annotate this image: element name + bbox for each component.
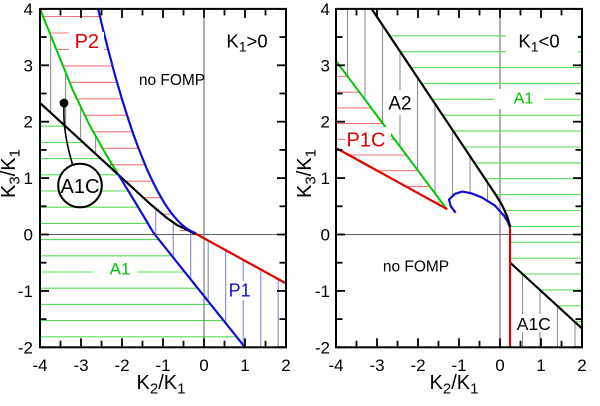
svg-text:2: 2 (577, 356, 586, 375)
svg-text:-2: -2 (114, 356, 129, 375)
svg-text:A1C: A1C (517, 314, 551, 334)
svg-text:-1: -1 (451, 356, 466, 375)
svg-text:-4: -4 (328, 356, 343, 375)
svg-text:A1: A1 (110, 260, 131, 279)
svg-text:0: 0 (24, 226, 33, 245)
svg-text:A1C: A1C (61, 176, 100, 198)
svg-text:-1: -1 (315, 282, 330, 301)
svg-text:3: 3 (24, 56, 33, 75)
svg-text:1: 1 (536, 356, 545, 375)
svg-text:4: 4 (24, 0, 33, 19)
svg-text:-4: -4 (32, 356, 47, 375)
svg-text:A2: A2 (388, 94, 411, 115)
svg-text:-2: -2 (410, 356, 425, 375)
svg-text:K3/K1: K3/K1 (0, 149, 24, 198)
svg-text:P1C: P1C (347, 130, 386, 152)
svg-text:K1<0: K1<0 (518, 31, 559, 55)
svg-text:1: 1 (321, 169, 330, 188)
svg-text:P1: P1 (229, 281, 251, 301)
svg-text:K1>0: K1>0 (226, 31, 267, 55)
svg-text:-3: -3 (73, 356, 88, 375)
svg-text:-2: -2 (18, 338, 33, 357)
svg-text:-2: -2 (315, 338, 330, 357)
svg-text:1: 1 (240, 356, 249, 375)
svg-text:2: 2 (281, 356, 290, 375)
svg-text:no FOMP: no FOMP (383, 259, 449, 276)
svg-text:4: 4 (321, 0, 330, 19)
svg-text:1: 1 (24, 169, 33, 188)
svg-text:-3: -3 (369, 356, 384, 375)
svg-text:0: 0 (199, 356, 208, 375)
svg-text:3: 3 (321, 56, 330, 75)
svg-text:-1: -1 (155, 356, 170, 375)
svg-text:0: 0 (321, 226, 330, 245)
svg-text:-1: -1 (18, 282, 33, 301)
svg-text:no FOMP: no FOMP (139, 72, 205, 89)
svg-text:A1: A1 (514, 91, 534, 108)
svg-text:2: 2 (321, 113, 330, 132)
svg-text:2: 2 (24, 113, 33, 132)
svg-text:0: 0 (495, 356, 504, 375)
svg-text:P2: P2 (75, 31, 99, 53)
